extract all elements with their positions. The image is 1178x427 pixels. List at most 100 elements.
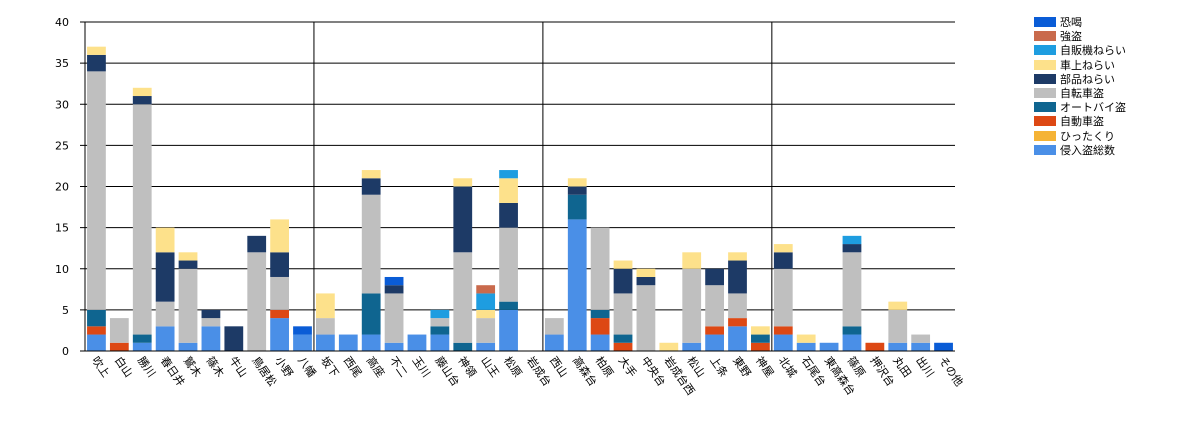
bar-segment — [201, 326, 221, 351]
bar-segment — [453, 342, 473, 351]
bar-segment — [842, 252, 862, 327]
bar-segment — [361, 334, 381, 351]
bar-segment — [87, 71, 106, 310]
y-tick-label: 25 — [55, 139, 69, 152]
legend-label: 強盗 — [1060, 30, 1082, 44]
bar-segment — [751, 334, 770, 343]
bar-segment — [361, 178, 381, 195]
bar-segment — [796, 342, 816, 351]
bar-segment — [728, 293, 747, 319]
bar-segment — [155, 326, 175, 351]
bar-segment — [499, 227, 518, 302]
bar-segment — [613, 260, 633, 269]
gridlines — [85, 21, 955, 351]
x-axis-tick-labels: 吹上 白山 勝川 春日井鷲木 篠木 牛山 鳥居松小野 八幡 坂下 西尾 高座 不二 玉川 藤山台神領 山王松… — [89, 354, 966, 398]
bar-segment — [819, 342, 839, 351]
bar-segment — [888, 342, 908, 351]
bar-segment — [155, 227, 175, 253]
bar-segment — [499, 301, 518, 310]
y-tick-label: 35 — [55, 57, 69, 70]
legend-item: ひったくり — [1034, 129, 1126, 143]
bar-segment — [270, 276, 289, 310]
stacked-bar-chart: 0 5 10 15 20 25 30 35 40 吹上 白山 勝川 春日井鷲木 篠木 牛山 鳥居松小野 八幡坂… — [55, 16, 966, 398]
bar-segment — [728, 260, 747, 294]
bar-segment — [865, 342, 885, 351]
x-tick-label: 坂下 — [318, 354, 341, 379]
legend-swatch — [1034, 130, 1056, 141]
legend-swatch — [1034, 88, 1056, 99]
y-tick-label: 30 — [55, 98, 69, 111]
bar-segment — [270, 252, 289, 277]
x-tick-label: 出川 — [913, 354, 937, 380]
bar-segment — [613, 334, 633, 343]
bar-segment — [728, 326, 747, 351]
bar-segment — [201, 318, 221, 327]
x-tick-label: 玉川 — [410, 354, 433, 379]
bar-segment — [407, 334, 427, 351]
bar-segment — [934, 342, 953, 351]
bar-segment — [430, 309, 450, 319]
x-tick-label: 吹上 — [89, 354, 112, 379]
bar-segment — [590, 318, 610, 335]
x-tick-label: 不二 — [387, 354, 410, 379]
legend-label: 部品ねらい — [1060, 72, 1115, 86]
x-tick-label: その他 — [936, 354, 966, 388]
bar-segment — [636, 268, 656, 277]
bar-segment — [544, 318, 564, 335]
x-tick-label: 牛山 — [226, 354, 250, 380]
bar-segment — [567, 178, 587, 187]
bar-segment — [682, 268, 702, 343]
legend-label: 自動車盗 — [1060, 115, 1104, 129]
bar-segment — [590, 227, 610, 310]
x-tick-label: 八幡 — [295, 354, 319, 380]
x-tick-label: 高座 — [364, 354, 388, 380]
legend-swatch — [1034, 116, 1056, 127]
bar-segment — [87, 54, 106, 72]
bar-segment — [842, 244, 862, 253]
bar-segment — [476, 318, 496, 343]
bar-segment — [705, 334, 724, 351]
bar-segment — [590, 309, 610, 319]
bar-segment — [751, 342, 770, 351]
y-tick-label: 0 — [62, 345, 69, 358]
bar-segment — [384, 276, 404, 286]
bar-segment — [842, 334, 862, 351]
legend-swatch — [1034, 59, 1056, 70]
legend-swatch — [1034, 102, 1056, 113]
bar-segment — [384, 293, 404, 343]
bar-segment — [728, 252, 747, 261]
bar-segment — [293, 334, 312, 351]
bar-segment — [384, 342, 404, 351]
y-tick-label: 15 — [55, 222, 69, 235]
legend-item: 車上ねらい — [1034, 58, 1126, 72]
bar-segment — [499, 170, 518, 179]
bar-segment — [430, 326, 450, 335]
legend-swatch — [1034, 17, 1056, 28]
bar-segment — [87, 326, 106, 335]
bar-segment — [361, 194, 381, 294]
bar-segment — [132, 334, 152, 343]
bar-segment — [247, 235, 267, 253]
x-tick-label: 北城 — [776, 354, 799, 379]
bar-segment — [178, 260, 198, 269]
legend-label: 侵入盗総数 — [1060, 143, 1115, 157]
bar-segment — [453, 178, 473, 187]
x-tick-label: 東野 — [730, 354, 753, 379]
bar-segment — [316, 293, 335, 319]
bar-segment — [476, 293, 496, 310]
bar-segment — [636, 285, 656, 351]
bar-segment — [705, 268, 724, 286]
bar-segment — [888, 301, 908, 310]
legend-item: 部品ねらい — [1034, 72, 1126, 86]
bar-segment — [773, 268, 793, 327]
bar-segment — [316, 318, 335, 335]
legend-swatch — [1034, 73, 1056, 84]
bar-segment — [247, 252, 267, 351]
legend-swatch — [1034, 31, 1056, 42]
bar-segment — [796, 334, 816, 343]
bars — [87, 46, 953, 351]
bar-segment — [773, 244, 793, 253]
bar-segment — [613, 293, 633, 335]
legend-label: ひったくり — [1060, 129, 1115, 143]
legend-item: 侵入盗総数 — [1034, 143, 1126, 157]
